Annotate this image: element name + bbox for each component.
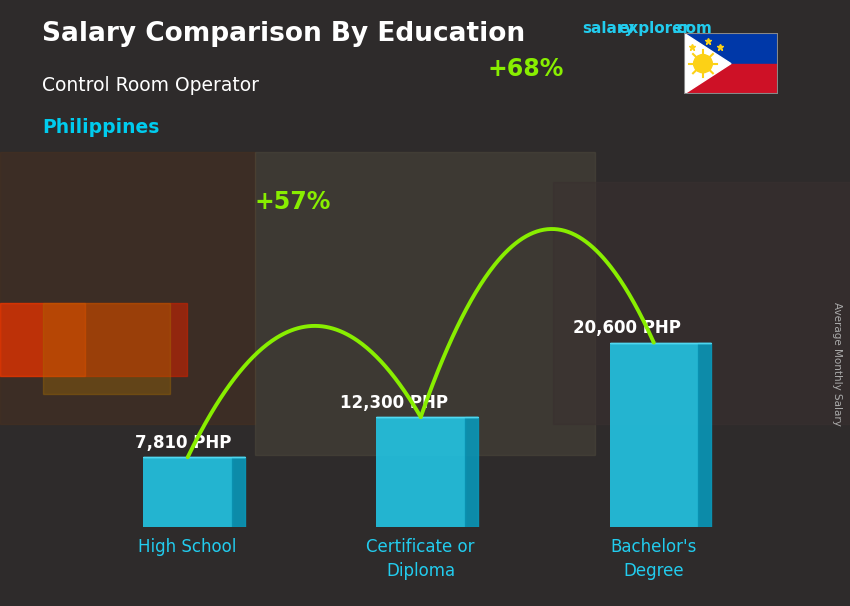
Bar (255, 152, 595, 454)
Text: 20,600 PHP: 20,600 PHP (573, 319, 681, 338)
Bar (0, 303, 187, 376)
Bar (42, 303, 170, 394)
Text: Philippines: Philippines (42, 118, 160, 137)
Text: Average Monthly Salary: Average Monthly Salary (832, 302, 842, 425)
Bar (684, 64, 778, 94)
Text: Salary Comparison By Education: Salary Comparison By Education (42, 21, 525, 47)
Polygon shape (465, 417, 478, 527)
Circle shape (694, 55, 712, 73)
Polygon shape (684, 33, 731, 94)
Text: .com: .com (672, 21, 712, 36)
Text: +68%: +68% (487, 57, 564, 81)
Bar (684, 33, 778, 64)
Bar (0, 303, 85, 376)
Text: Control Room Operator: Control Room Operator (42, 76, 259, 95)
Polygon shape (698, 342, 711, 527)
Bar (552, 182, 850, 424)
Bar (0, 152, 255, 424)
Text: explorer: explorer (619, 21, 691, 36)
Polygon shape (232, 458, 245, 527)
Text: 12,300 PHP: 12,300 PHP (340, 394, 448, 411)
Text: 7,810 PHP: 7,810 PHP (134, 434, 231, 452)
Text: salary: salary (582, 21, 635, 36)
Text: +57%: +57% (254, 190, 331, 215)
